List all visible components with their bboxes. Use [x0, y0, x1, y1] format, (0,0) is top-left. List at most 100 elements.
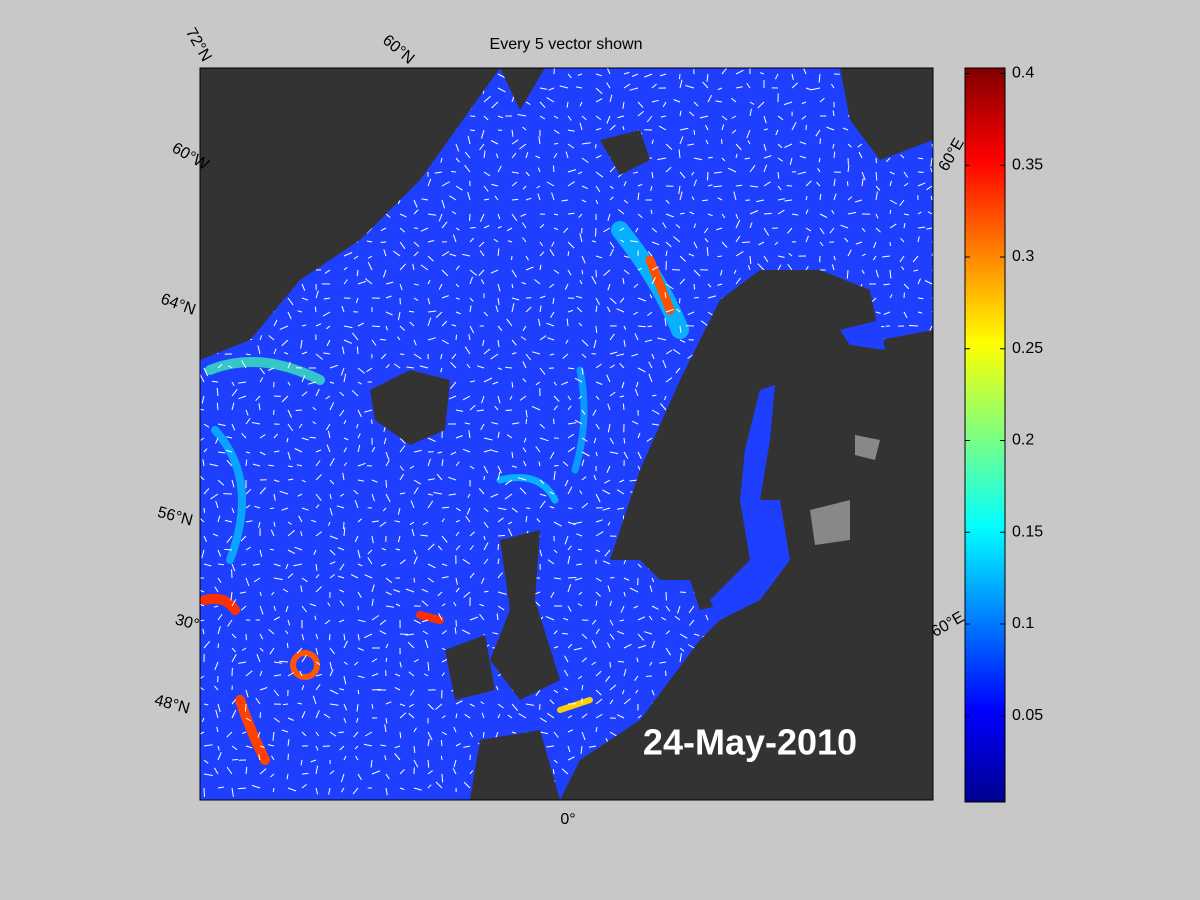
vector — [665, 647, 672, 656]
vector — [394, 363, 401, 369]
vector — [329, 633, 331, 641]
colorbar-tick-label: 0.4 — [1012, 65, 1034, 82]
vector — [226, 459, 233, 467]
vector — [693, 129, 696, 135]
vector — [433, 492, 443, 495]
france — [470, 730, 560, 800]
vector — [279, 325, 289, 330]
vector — [693, 101, 699, 107]
vector — [539, 264, 542, 271]
vector — [427, 178, 432, 187]
vector — [424, 673, 429, 677]
vector — [203, 367, 209, 377]
vector — [397, 311, 401, 321]
vector — [644, 73, 653, 78]
vector — [287, 311, 292, 320]
vector — [203, 448, 208, 453]
vector — [552, 769, 555, 775]
vector — [662, 222, 667, 229]
vector — [434, 171, 443, 174]
vector — [721, 241, 728, 248]
vector — [644, 631, 653, 635]
vector — [819, 241, 824, 247]
vector — [497, 248, 500, 257]
vector — [343, 252, 353, 257]
vector — [455, 700, 463, 705]
vector — [449, 253, 457, 257]
vector — [469, 325, 475, 334]
vector — [329, 381, 334, 384]
inland-seas — [710, 320, 885, 620]
vector — [553, 129, 560, 135]
vector — [490, 140, 499, 145]
vector — [875, 213, 879, 219]
vector — [441, 199, 446, 209]
vector — [637, 451, 642, 460]
vector — [574, 377, 583, 383]
vector — [200, 437, 205, 442]
vector — [746, 82, 751, 89]
vector — [340, 787, 345, 793]
vector — [343, 447, 347, 453]
vector — [651, 241, 660, 246]
vector — [270, 529, 275, 537]
vector — [763, 143, 767, 151]
vector — [343, 279, 348, 285]
vector — [420, 227, 429, 232]
vector — [511, 198, 519, 201]
vector — [561, 633, 569, 635]
vector — [483, 95, 491, 103]
vector — [518, 143, 527, 150]
vector — [567, 241, 575, 249]
vector — [511, 352, 517, 355]
vector — [469, 616, 478, 621]
vector — [700, 320, 709, 327]
vector — [287, 423, 294, 432]
vector — [872, 255, 877, 261]
vector — [203, 773, 213, 776]
vector — [259, 487, 267, 495]
graticule-label: 0° — [560, 811, 575, 828]
vector — [464, 151, 471, 159]
svalbard — [500, 68, 545, 110]
vector — [366, 227, 373, 234]
vector — [413, 209, 419, 215]
vector — [637, 267, 642, 271]
vector — [592, 409, 597, 416]
vector — [497, 73, 506, 79]
vector — [441, 563, 448, 567]
vector — [231, 633, 237, 639]
vector — [242, 731, 247, 735]
vector — [326, 325, 331, 330]
vector — [329, 458, 335, 467]
vector — [573, 647, 583, 651]
vector — [774, 73, 779, 80]
vector — [273, 450, 280, 453]
vector — [749, 255, 752, 264]
vector — [636, 657, 639, 663]
vector — [930, 157, 933, 167]
vector — [917, 226, 926, 229]
vector — [665, 213, 674, 218]
vector — [363, 743, 373, 747]
vector — [549, 248, 555, 257]
vector — [702, 199, 709, 202]
vector — [647, 251, 653, 257]
vector — [315, 323, 322, 327]
vector — [651, 277, 656, 285]
vector — [441, 773, 444, 783]
vector — [591, 661, 597, 666]
vector — [553, 115, 559, 119]
vector — [394, 686, 401, 691]
vector — [549, 283, 555, 288]
vector — [657, 157, 667, 161]
vector — [679, 171, 686, 179]
vector — [707, 213, 713, 217]
vector — [567, 605, 572, 612]
vector — [382, 269, 387, 278]
vector — [343, 521, 345, 530]
vector — [539, 493, 547, 497]
vector — [623, 199, 629, 204]
vector — [545, 615, 555, 621]
vector — [201, 549, 205, 559]
